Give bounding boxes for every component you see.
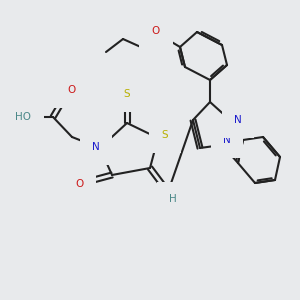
Text: S: S [124,89,130,99]
Text: N: N [234,115,242,125]
Text: S: S [162,130,168,140]
Text: O: O [67,85,75,95]
Text: N: N [223,135,231,145]
Text: H: H [169,194,177,204]
Text: O: O [75,179,83,189]
Text: O: O [152,26,160,36]
Text: N: N [92,142,100,152]
Text: HO: HO [15,112,31,122]
